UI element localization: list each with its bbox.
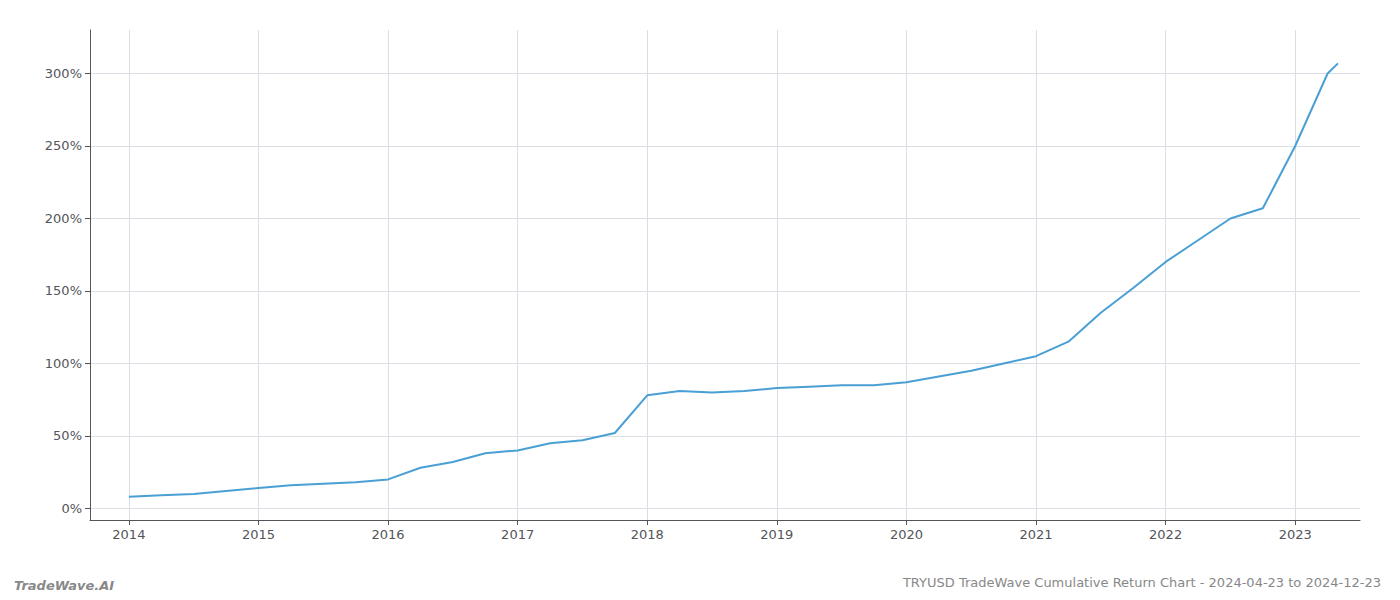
svg-text:2018: 2018 <box>631 527 664 542</box>
svg-text:2015: 2015 <box>242 527 275 542</box>
svg-text:TradeWave.AI: TradeWave.AI <box>14 578 114 593</box>
svg-text:300%: 300% <box>45 66 82 81</box>
svg-text:TRYUSD TradeWave Cumulative Re: TRYUSD TradeWave Cumulative Return Chart… <box>902 575 1381 590</box>
svg-text:2021: 2021 <box>1019 527 1052 542</box>
svg-text:2017: 2017 <box>501 527 534 542</box>
svg-text:2016: 2016 <box>372 527 405 542</box>
svg-text:2022: 2022 <box>1149 527 1182 542</box>
svg-text:250%: 250% <box>45 138 82 153</box>
svg-text:200%: 200% <box>45 211 82 226</box>
svg-text:2023: 2023 <box>1279 527 1312 542</box>
svg-text:2019: 2019 <box>760 527 793 542</box>
svg-text:2014: 2014 <box>112 527 145 542</box>
svg-text:50%: 50% <box>53 428 82 443</box>
svg-text:100%: 100% <box>45 356 82 371</box>
svg-text:0%: 0% <box>61 501 82 516</box>
svg-text:150%: 150% <box>45 283 82 298</box>
svg-text:2020: 2020 <box>890 527 923 542</box>
